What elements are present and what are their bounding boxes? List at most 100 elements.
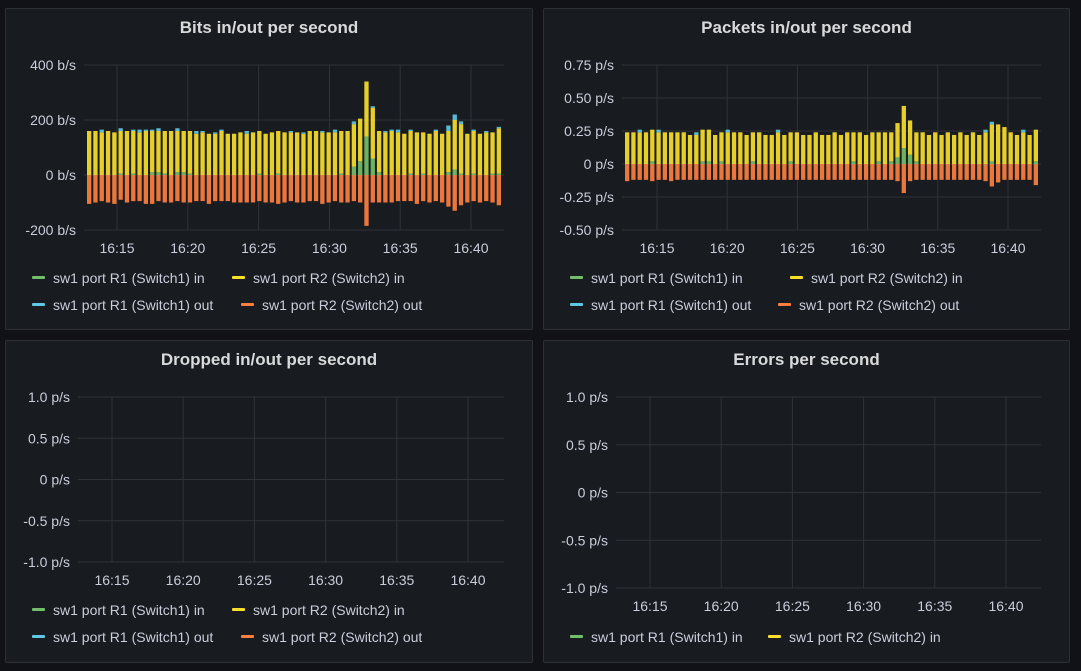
panel-title[interactable]: Bits in/out per second — [179, 18, 359, 37]
legend-r1-in[interactable]: sw1 port R1 (Switch1) in — [570, 629, 743, 645]
grid — [616, 396, 1041, 589]
y-tick-label: 1.0 p/s — [28, 389, 70, 405]
legend-label: sw1 port R2 (Switch2) in — [789, 629, 941, 645]
bar — [813, 164, 818, 180]
bar — [964, 164, 969, 180]
bar — [143, 131, 149, 175]
legend-r2-in[interactable]: sw1 port R2 (Switch2) in — [232, 270, 405, 286]
bar — [484, 175, 489, 202]
bar — [112, 175, 117, 204]
bar — [794, 132, 800, 164]
legend-r2-out[interactable]: sw1 port R2 (Switch2) out — [778, 297, 959, 313]
x-tick-label: 16:15 — [99, 240, 134, 256]
bar — [983, 132, 988, 164]
bar — [700, 161, 705, 164]
bar — [238, 132, 243, 175]
bar — [958, 132, 963, 164]
bar — [763, 134, 768, 164]
bar — [719, 132, 724, 162]
bar — [706, 129, 712, 162]
bar — [194, 175, 199, 202]
bar — [175, 172, 180, 175]
panel-title[interactable]: Dropped in/out per second — [160, 350, 378, 369]
bar — [939, 134, 944, 164]
y-tick-label: 0.5 p/s — [28, 430, 70, 446]
bar — [351, 166, 357, 175]
legend-r1-in[interactable]: sw1 port R1 (Switch1) in — [32, 270, 205, 286]
bar — [700, 129, 705, 162]
bar — [446, 175, 451, 207]
bar — [995, 124, 1001, 164]
bar — [231, 175, 237, 203]
bar — [244, 133, 249, 175]
bar — [408, 131, 413, 174]
bar — [995, 164, 1001, 183]
bar — [452, 120, 457, 170]
x-tick-label: 16:20 — [704, 598, 739, 614]
legend-r1-out[interactable]: sw1 port R1 (Switch1) out — [570, 297, 751, 313]
legend-r2-in[interactable]: sw1 port R2 (Switch2) in — [768, 629, 941, 645]
legend-label: sw1 port R1 (Switch1) out — [53, 297, 214, 313]
bar — [326, 132, 331, 175]
bar — [826, 164, 831, 180]
bar — [889, 132, 894, 162]
bar — [433, 175, 438, 202]
packets-panel: Packets in/out per second 0.75 p/s 0.50 p… — [543, 8, 1070, 330]
bar — [402, 133, 407, 175]
bar — [876, 164, 881, 180]
series-swatch — [570, 302, 583, 306]
bar — [738, 132, 743, 164]
legend-r2-in[interactable]: sw1 port R2 (Switch2) in — [790, 270, 963, 286]
bar — [681, 164, 686, 180]
series-swatch — [768, 634, 781, 638]
legend-r2-in[interactable]: sw1 port R2 (Switch2) in — [232, 602, 405, 618]
bar — [137, 132, 142, 175]
bar — [150, 131, 155, 173]
bar — [427, 133, 432, 175]
bar — [313, 175, 319, 202]
bar — [395, 129, 401, 133]
bar — [845, 132, 850, 164]
legend-r1-in[interactable]: sw1 port R1 (Switch1) in — [32, 602, 205, 618]
y-tick-label: 0.5 p/s — [566, 437, 608, 453]
bar — [471, 131, 476, 174]
legend-r2-out[interactable]: sw1 port R2 (Switch2) out — [241, 629, 422, 645]
bar — [675, 132, 680, 164]
bar — [832, 164, 837, 180]
bar — [951, 134, 957, 164]
bar — [446, 125, 451, 131]
series-swatch — [232, 607, 245, 611]
bar — [150, 175, 155, 204]
bar — [219, 129, 224, 131]
bar — [168, 175, 174, 203]
legend-label: sw1 port R2 (Switch2) out — [262, 297, 423, 313]
bar — [801, 164, 806, 180]
bar — [465, 175, 470, 203]
bar — [681, 132, 686, 164]
legend-r1-out[interactable]: sw1 port R1 (Switch1) out — [32, 629, 213, 645]
y-tick-label: -200 b/s — [25, 222, 76, 238]
bar — [433, 129, 438, 131]
bar — [276, 131, 281, 174]
panel-title[interactable]: Errors per second — [733, 350, 880, 369]
bar — [731, 132, 737, 164]
bar — [276, 173, 281, 175]
bar — [845, 164, 850, 180]
bar — [282, 175, 287, 203]
series-swatch — [778, 302, 791, 306]
legend-label: sw1 port R2 (Switch2) in — [253, 602, 405, 618]
bar — [920, 164, 925, 180]
bar — [458, 173, 464, 175]
panel-title[interactable]: Packets in/out per second — [701, 18, 912, 37]
legend-r2-out[interactable]: sw1 port R2 (Switch2) out — [241, 297, 422, 313]
bar — [194, 131, 199, 134]
bar — [813, 132, 818, 164]
y-tick-label: -1.0 p/s — [561, 580, 608, 596]
bar — [219, 131, 224, 175]
legend-r1-out[interactable]: sw1 port R1 (Switch1) out — [32, 297, 213, 313]
bar — [757, 132, 762, 164]
bar — [637, 164, 642, 180]
bar — [213, 133, 218, 175]
bar — [983, 129, 988, 133]
legend-r1-in[interactable]: sw1 port R1 (Switch1) in — [570, 270, 743, 286]
